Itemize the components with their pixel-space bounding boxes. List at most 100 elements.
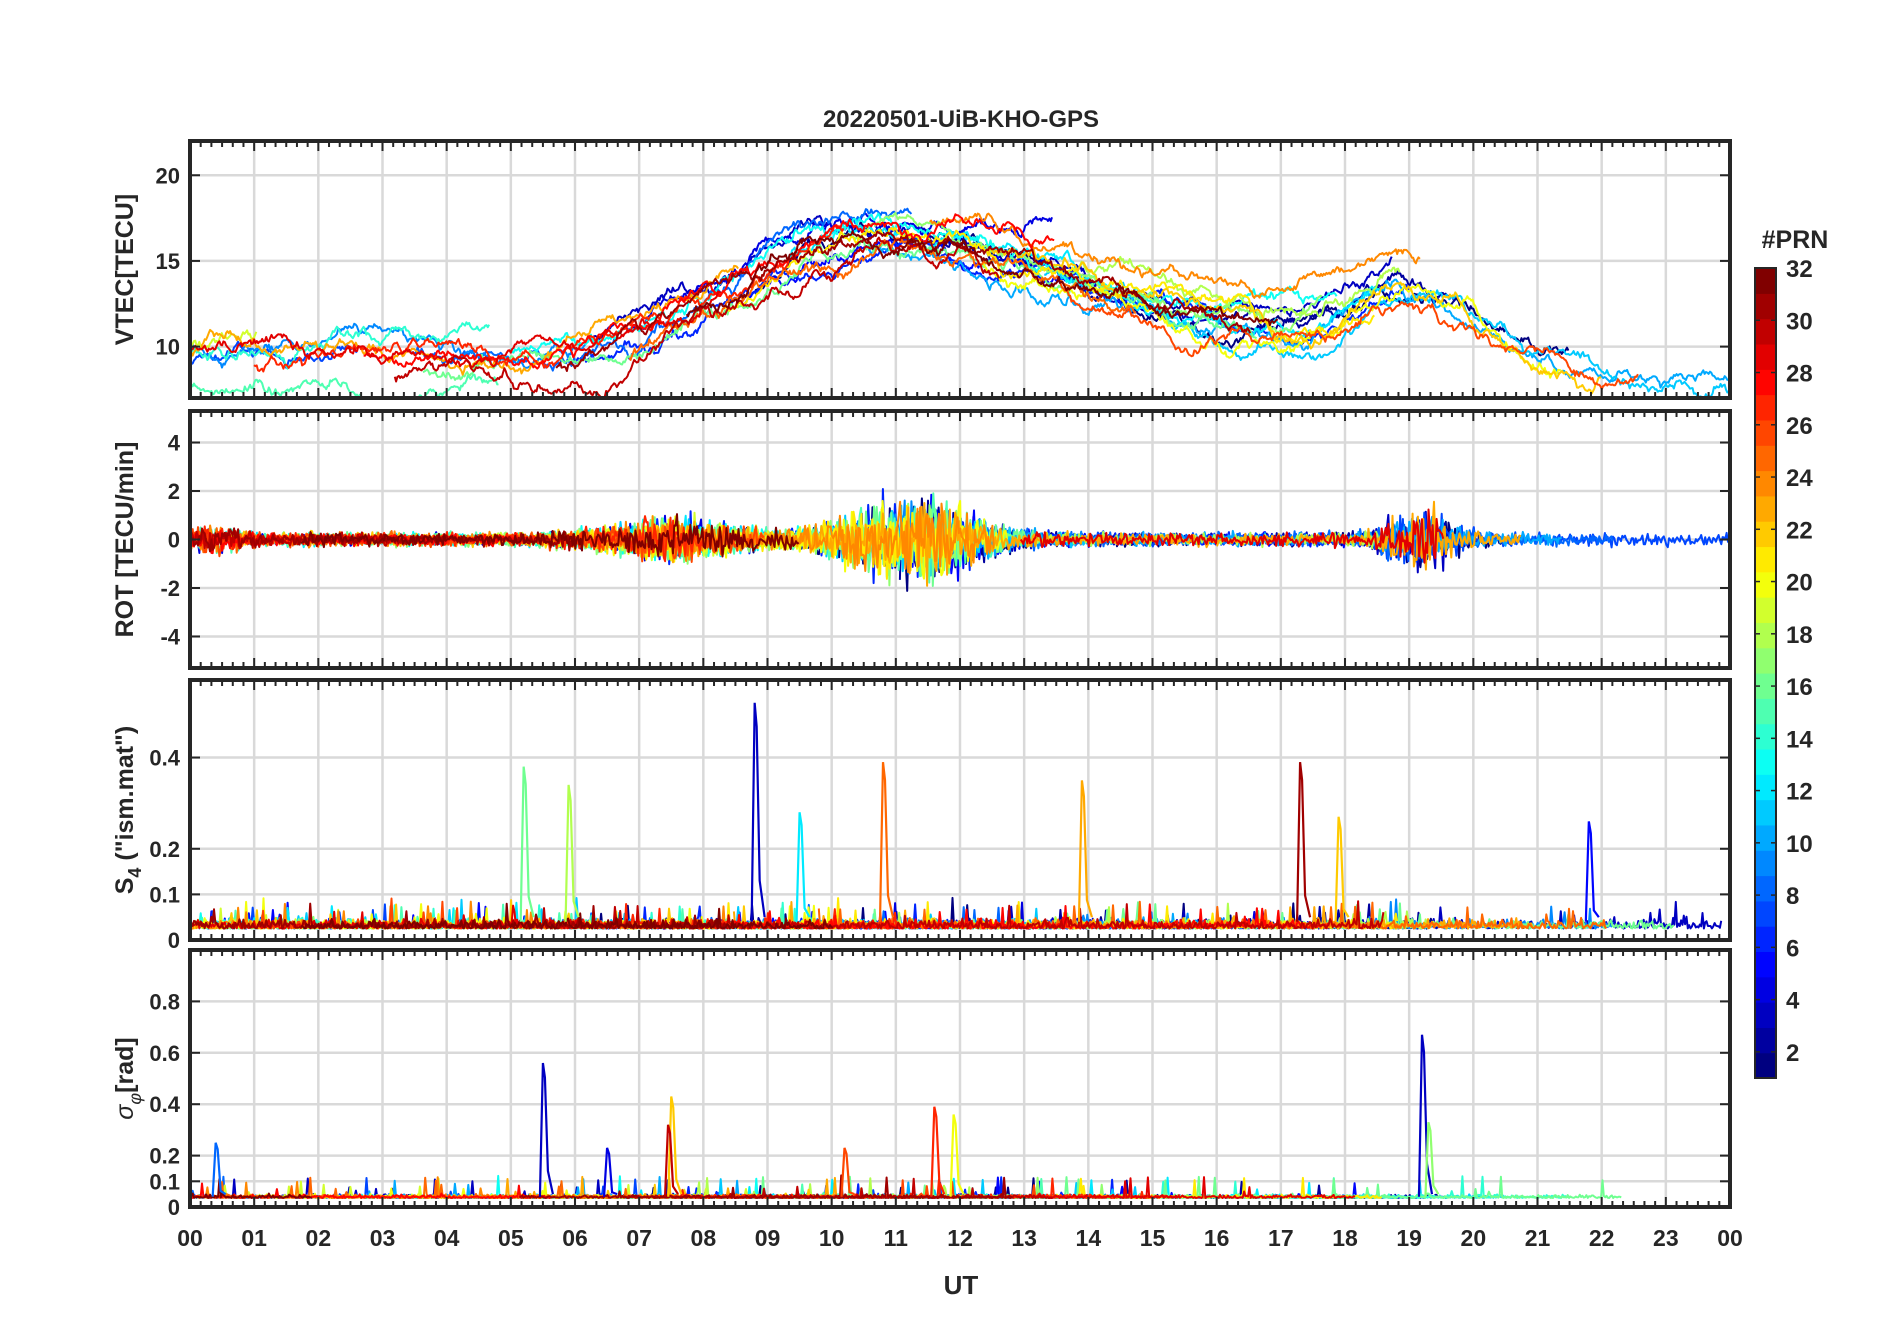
colorbar-tick-label: 24 [1786,465,1813,492]
colorbar-swatch [1755,369,1776,396]
colorbar-tick-label: 32 [1786,256,1813,283]
colorbar-swatch [1755,495,1776,522]
colorbar-tick-label: 2 [1786,1040,1799,1067]
colorbar-swatch [1755,318,1776,345]
colorbar-swatch [1755,521,1776,548]
spike-5 [878,761,895,922]
chart-title: 20220501-UiB-KHO-GPS [823,106,1099,133]
spike-2 [538,1062,554,1197]
y-tick-label: 0.8 [149,989,180,1014]
x-tick-label: 00 [177,1225,203,1251]
y-tick-label: -4 [160,624,180,649]
x-tick-label: 14 [1076,1225,1102,1251]
series-prn-32 [685,230,1278,327]
series-prn-32 [300,902,834,930]
colorbar-swatch [1755,799,1776,826]
spike-1 [211,1142,227,1197]
colorbar-swatch [1755,546,1776,573]
colorbar-swatch [1755,419,1776,446]
spike-8 [1334,816,1350,922]
x-tick-label: 15 [1140,1225,1166,1251]
colorbar-tick-label: 16 [1786,674,1813,701]
y-tick-label: 20 [156,163,180,188]
x-tick-label: 03 [370,1225,396,1251]
series-prn-27 [253,224,845,373]
y-tick-labels: 10 15 20 [156,163,1730,360]
spike-8 [949,1114,965,1197]
colorbar-swatch [1755,723,1776,750]
series-lines [190,488,1730,592]
colorbar-swatch [1755,622,1776,649]
colorbar-label: #PRN [1762,226,1829,254]
x-tick-label: 19 [1396,1225,1422,1251]
y-axis-label: VTEC[TECU] [111,194,139,345]
y-tick-label: 2 [168,479,180,504]
x-tick-label: 09 [755,1225,781,1251]
colorbar-swatch [1755,293,1776,320]
x-axis-label: UT [944,1270,979,1300]
colorbar-swatch [1755,698,1776,725]
y-tick-label: -2 [160,576,180,601]
colorbar-tick-label: 30 [1786,308,1813,335]
y-axis-label: ROT [TECU/min] [111,442,139,638]
x-tick-label: 17 [1268,1225,1294,1251]
y-tick-label: 0.4 [149,746,180,771]
spike-7 [1295,761,1312,922]
colorbar-swatch [1755,268,1776,294]
series-prn-24 [929,212,1421,299]
y-tick-label: 0.4 [149,1092,180,1117]
spike-2 [564,784,580,922]
y-axis-label: S4 ("ism.mat") [111,726,145,895]
y-tick-label: 0 [168,528,180,553]
y-tick-labels: 00.10.2 0.4 0.6 0.8 [149,989,1730,1220]
y-axis-label: σφ[rad] [111,1037,145,1119]
colorbar-tick-label: 20 [1786,570,1813,597]
series-prn-28 [363,213,1055,370]
x-tick-label: 11 [884,1225,909,1251]
colorbar-swatch [1755,774,1776,801]
colorbar-swatch [1755,673,1776,699]
colorbar-swatch [1755,394,1776,421]
x-tick-label: 06 [562,1225,588,1251]
x-tick-label: 18 [1332,1225,1358,1251]
y-tick-label: 0 [168,928,180,953]
x-tick-label: 04 [434,1225,460,1251]
x-ticks [189,950,1731,1207]
series-prn-8 [410,207,913,372]
colorbar-tick-label: 14 [1786,726,1813,753]
spike-3 [750,702,766,922]
colorbar-swatch [1755,343,1776,370]
y-tick-label: 10 [156,335,180,360]
x-ticks [189,141,1731,398]
colorbar-tick-label: 8 [1786,883,1799,910]
spike-6 [1077,780,1093,922]
colorbar-swatch [1755,1002,1776,1028]
x-tick-label: 07 [626,1225,652,1251]
panel-4: 00.10.2 0.4 0.6 0.8σφ[rad] [111,948,1732,1220]
y-tick-label: 0.1 [149,882,180,907]
series-prn-31 [519,1174,1013,1199]
spike-4 [795,812,811,922]
y-tick-label: 0.6 [149,1041,180,1066]
colorbar-tick-label: 22 [1786,517,1813,544]
series-lines [190,207,1730,398]
colorbar-tick-label: 12 [1786,779,1813,806]
x-tick-label: 13 [1011,1225,1037,1251]
colorbar-swatch [1755,926,1776,953]
spike-9 [1584,821,1600,922]
series-lines [190,1034,1622,1199]
spike-1 [519,766,535,922]
x-tick-label: 10 [819,1225,845,1251]
series-prn-20 [981,261,1562,379]
series-lines [190,702,1723,930]
colorbar-tick-label: 28 [1786,361,1813,388]
x-tick-label: 00 [1717,1225,1743,1251]
x-ticks [189,680,1731,940]
x-tick-label: 16 [1204,1225,1230,1251]
spike-3 [602,1147,618,1197]
series-prn-22 [987,247,1602,395]
colorbar-tick-label: 4 [1786,988,1800,1015]
